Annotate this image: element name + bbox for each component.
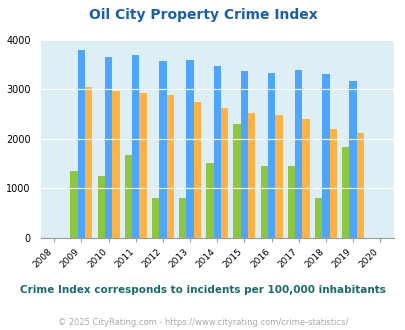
Bar: [104, 57, 112, 238]
Bar: [247, 114, 255, 238]
Bar: [267, 73, 275, 238]
Bar: [166, 95, 173, 238]
Bar: [356, 133, 363, 238]
Bar: [97, 176, 104, 238]
Bar: [112, 91, 119, 238]
Bar: [193, 102, 200, 238]
Bar: [287, 166, 294, 238]
Bar: [77, 50, 85, 238]
Text: © 2025 CityRating.com - https://www.cityrating.com/crime-statistics/: © 2025 CityRating.com - https://www.city…: [58, 318, 347, 327]
Bar: [124, 155, 132, 238]
Bar: [206, 163, 213, 238]
Bar: [151, 199, 159, 238]
Bar: [85, 86, 92, 238]
Bar: [70, 171, 77, 238]
Bar: [139, 92, 146, 238]
Text: Crime Index corresponds to incidents per 100,000 inhabitants: Crime Index corresponds to incidents per…: [20, 285, 385, 295]
Bar: [132, 55, 139, 238]
Bar: [186, 60, 193, 238]
Bar: [213, 66, 220, 238]
Bar: [260, 166, 267, 238]
Bar: [341, 147, 349, 238]
Bar: [233, 124, 240, 238]
Bar: [314, 198, 322, 238]
Bar: [240, 71, 247, 238]
Bar: [329, 129, 336, 238]
Bar: [275, 115, 282, 238]
Bar: [302, 119, 309, 238]
Bar: [349, 81, 356, 238]
Bar: [179, 199, 186, 238]
Text: Oil City Property Crime Index: Oil City Property Crime Index: [88, 8, 317, 22]
Bar: [159, 61, 166, 238]
Bar: [220, 108, 228, 238]
Bar: [294, 70, 302, 238]
Bar: [322, 74, 329, 238]
